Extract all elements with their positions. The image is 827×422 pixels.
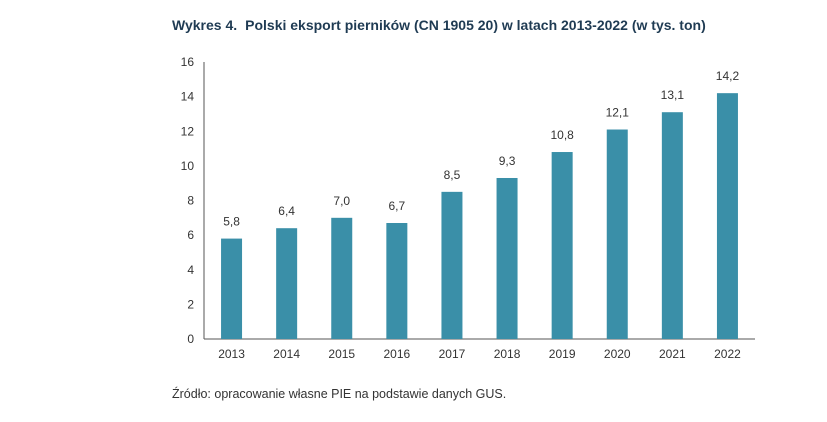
bar-2018 [496,177,518,339]
bar-2017 [441,191,463,339]
chart-title-text: Polski eksport pierników (CN 1905 20) w … [245,17,706,33]
bar-2022 [716,93,738,339]
y-tick-label: 14 [181,90,195,104]
data-label: 14,2 [716,69,740,83]
bar-2013 [221,238,243,339]
y-tick-label: 4 [187,263,194,277]
x-tick-label: 2014 [273,347,300,361]
x-tick-label: 2020 [604,347,631,361]
chart-number-label: Wykres 4. [172,17,238,33]
data-label: 12,1 [606,106,630,120]
data-label: 13,1 [661,88,685,102]
x-tick-label: 2022 [714,347,741,361]
x-tick-label: 2016 [383,347,410,361]
data-label: 6,4 [278,204,295,218]
bar-2019 [551,152,573,339]
x-tick-label: 2019 [549,347,576,361]
x-tick-label: 2017 [439,347,466,361]
y-tick-label: 6 [187,228,194,242]
y-tick-label: 0 [187,332,194,346]
bar-2016 [386,223,408,339]
data-label: 5,8 [223,215,240,229]
bar-2021 [661,112,683,339]
data-label: 8,5 [444,168,461,182]
x-tick-label: 2013 [218,347,245,361]
data-label: 10,8 [550,128,574,142]
bar-2020 [606,129,628,339]
y-tick-label: 10 [181,159,195,173]
data-label: 9,3 [499,154,516,168]
data-label: 7,0 [333,194,350,208]
bar-chart: 0 2 4 6 8 10 12 14 16 5,8 2013 6,4 2014 7,0 2015 6,7 201… [181,55,755,361]
bar-2015 [331,217,353,339]
chart-title: Wykres 4. Polski eksport pierników (CN 19… [172,17,706,33]
x-tick-label: 2018 [494,347,521,361]
bar-2014 [276,228,298,339]
data-label: 6,7 [389,199,406,213]
y-tick-label: 2 [187,297,194,311]
y-tick-label: 16 [181,55,195,69]
y-tick-label: 8 [187,194,194,208]
y-tick-label: 12 [181,124,195,138]
source-note: Źródło: opracowanie własne PIE na podsta… [172,387,507,401]
x-tick-label: 2021 [659,347,686,361]
x-tick-label: 2015 [328,347,355,361]
